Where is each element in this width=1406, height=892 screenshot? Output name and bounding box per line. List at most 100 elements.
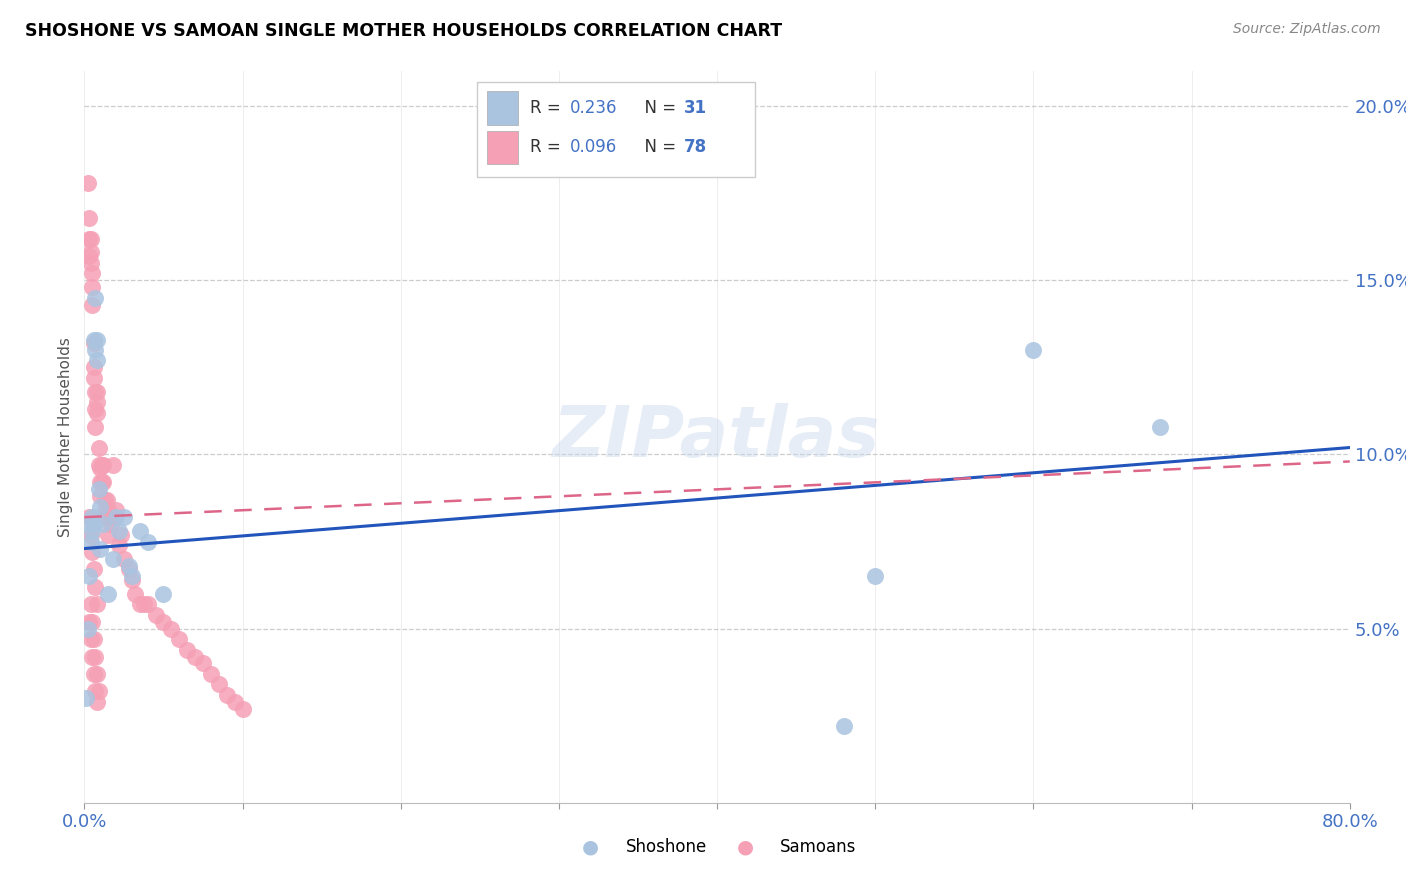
Point [79,534,103,549]
Point [77,615,100,629]
Point [108,538,131,552]
Point [112,552,135,566]
Point [89,475,111,490]
FancyBboxPatch shape [486,91,519,125]
Text: 0.236: 0.236 [571,99,617,117]
Point [86,353,108,368]
Point [145,607,167,622]
Point [128,524,150,538]
Point [76,622,98,636]
Point [89,541,111,556]
Point [84,384,107,399]
Point [87,684,110,698]
Point [83,371,105,385]
Point [83,667,105,681]
Point [134,597,156,611]
Point [97,503,120,517]
Point [1149,419,1171,434]
Text: Source: ZipAtlas.com: Source: ZipAtlas.com [1233,22,1381,37]
Point [118,562,141,576]
Point [105,510,127,524]
Point [84,580,107,594]
Point [84,419,107,434]
Point [96,492,118,507]
Point [83,517,105,532]
Point [87,483,110,497]
Point [83,562,105,576]
Point [79,231,103,245]
Point [89,489,111,503]
Point [124,587,146,601]
Point [93,517,115,532]
Point [86,667,108,681]
Point [224,695,246,709]
Point [110,527,132,541]
Point [90,458,112,472]
Point [89,461,111,475]
Point [169,632,191,646]
FancyBboxPatch shape [486,130,519,164]
Point [84,402,107,417]
Point [152,587,174,601]
Text: ZIPatlas: ZIPatlas [554,402,880,472]
Point [86,384,108,399]
Point [118,558,141,573]
Point [79,517,103,532]
Point [86,333,108,347]
Point [112,510,135,524]
Point [84,649,107,664]
Point [231,702,254,716]
Point [84,684,107,698]
Text: Samoans: Samoans [780,838,856,856]
Point [77,249,100,263]
Point [89,500,111,514]
Point [77,231,100,245]
Point [79,245,103,260]
Point [832,719,855,733]
Point [75,691,97,706]
Text: N =: N = [634,138,681,156]
Point [83,360,105,375]
Text: 0.096: 0.096 [571,138,617,156]
Point [160,622,183,636]
Text: Shoshone: Shoshone [626,838,707,856]
Point [208,677,231,691]
Point [82,298,104,312]
Point [152,615,174,629]
Point [136,597,159,611]
Point [863,569,887,583]
Point [84,291,107,305]
Point [86,406,108,420]
Point [82,649,104,664]
Point [82,615,104,629]
Point [97,587,120,601]
Point [184,649,207,664]
Point [128,597,150,611]
Point [96,510,118,524]
Point [82,510,104,524]
Text: R =: R = [530,138,565,156]
Point [98,510,121,524]
Text: 78: 78 [685,138,707,156]
Text: R =: R = [530,99,565,117]
Point [215,688,238,702]
Point [86,395,108,409]
Point [82,545,104,559]
Point [83,333,105,347]
Point [77,211,100,225]
Text: ●: ● [582,838,599,857]
Point [76,176,98,190]
Point [86,597,108,611]
Point [82,280,104,294]
Point [86,695,108,709]
Point [176,642,198,657]
Point [136,534,159,549]
Point [105,503,127,517]
Text: ●: ● [737,838,754,857]
Y-axis label: Single Mother Households: Single Mother Households [58,337,73,537]
FancyBboxPatch shape [477,82,755,178]
Point [103,510,125,524]
Point [108,524,131,538]
Point [82,524,104,538]
Point [100,517,122,532]
